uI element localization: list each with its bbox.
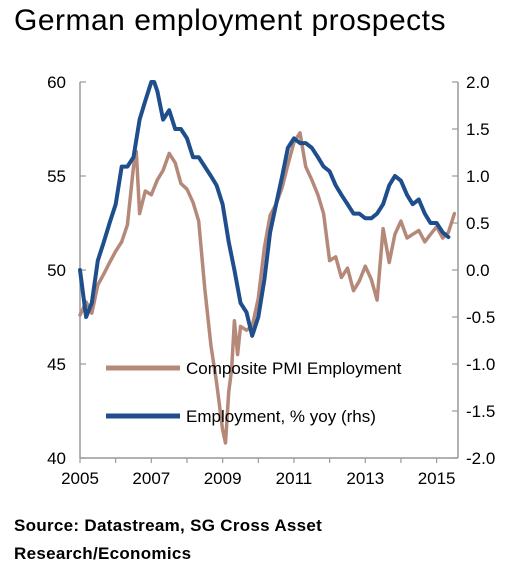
x-tick-label: 2007 [132, 469, 170, 488]
pmi-employment-line [78, 131, 457, 445]
source-note: Source: Datastream, SG Cross Asset Resea… [14, 516, 323, 563]
chart-legend: Composite PMI Employment Employment, % yo… [106, 359, 402, 426]
y-left-tick-label: 45 [47, 355, 66, 374]
y-left-tick-label: 60 [47, 73, 66, 92]
y-right-tick-label: 1.0 [466, 167, 490, 186]
x-tick-label: 2005 [61, 469, 99, 488]
y-left-tick-label: 40 [47, 449, 66, 468]
legend-label-employment: Employment, % yoy (rhs) [186, 407, 376, 426]
y-right-tick-label: 0.5 [466, 214, 490, 233]
x-tick-label: 2013 [346, 469, 384, 488]
y-right-tick-label: -0.5 [466, 308, 495, 327]
y-left-tick-label: 55 [47, 167, 66, 186]
chart-title: German employment prospects [14, 4, 447, 37]
y-right-tick-label: 1.5 [466, 120, 490, 139]
x-tick-label: 2011 [276, 469, 313, 488]
x-tick-label: 2009 [204, 469, 242, 488]
y-right-tick-label: -1.0 [466, 355, 495, 374]
legend-label-pmi: Composite PMI Employment [186, 359, 402, 378]
chart-plot: 40 45 50 55 60 -2.0 -1.5 -1.0 -0.5 0.0 0.5 1.0 1.5 2.… [47, 73, 495, 488]
y-right-tick-label: -2.0 [466, 449, 495, 468]
y-right-tick-label: 0.0 [466, 261, 490, 280]
employment-yoy-line [78, 80, 451, 338]
x-tick-label: 2015 [418, 469, 456, 488]
chart-axes: 40 45 50 55 60 -2.0 -1.5 -1.0 -0.5 0.0 0.5 1.0 1.5 2.… [47, 73, 495, 488]
y-left-tick-label: 50 [47, 261, 66, 280]
y-right-tick-label: 2.0 [466, 73, 490, 92]
y-right-tick-label: -1.5 [466, 402, 495, 421]
chart-series-layer [78, 80, 457, 445]
